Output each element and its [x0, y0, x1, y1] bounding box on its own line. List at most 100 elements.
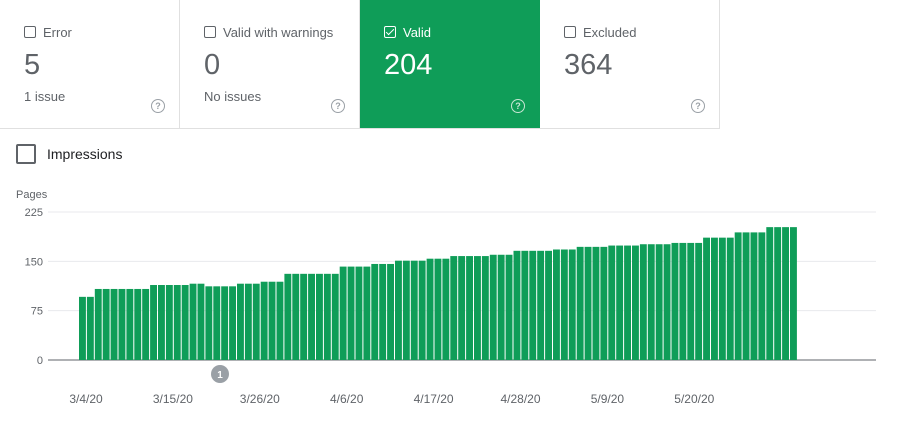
bar: [442, 258, 450, 360]
bar: [726, 237, 734, 360]
valid-checkbox[interactable]: [384, 26, 396, 38]
bar: [110, 288, 118, 360]
bar: [363, 266, 371, 360]
bar: [790, 227, 797, 360]
bar: [616, 245, 624, 360]
status-card-error[interactable]: Error 5 1 issue ?: [0, 0, 180, 128]
status-card-excluded[interactable]: Excluded 364 ?: [540, 0, 720, 128]
help-icon[interactable]: ?: [331, 99, 345, 113]
bar: [703, 237, 710, 360]
y-tick-label: 150: [25, 256, 43, 268]
help-icon[interactable]: ?: [691, 99, 705, 113]
bar: [513, 250, 521, 360]
status-card-valid-with-warnings[interactable]: Valid with warnings 0 No issues ?: [180, 0, 360, 128]
bar: [395, 260, 402, 360]
bar: [205, 286, 213, 360]
bar: [94, 288, 102, 360]
status-card-label: Error: [43, 25, 72, 40]
bar: [316, 273, 323, 360]
status-card-label: Valid with warnings: [223, 25, 334, 40]
help-icon[interactable]: ?: [511, 99, 525, 113]
bar: [608, 245, 616, 360]
bar: [560, 249, 568, 360]
bar: [197, 283, 205, 360]
error-checkbox[interactable]: [24, 26, 36, 38]
bar: [450, 256, 458, 360]
bar: [734, 232, 742, 360]
bar: [695, 242, 703, 360]
excluded-checkbox[interactable]: [564, 26, 576, 38]
status-card-sub: 1 issue: [24, 89, 66, 104]
bar: [537, 250, 545, 360]
bar: [102, 288, 110, 360]
annotation-circle: [211, 365, 229, 383]
bar: [260, 281, 268, 360]
bar: [229, 286, 236, 360]
impressions-checkbox[interactable]: [16, 144, 36, 164]
bar: [276, 281, 284, 360]
bar: [221, 286, 229, 360]
bar: [308, 273, 315, 360]
bar: [553, 249, 560, 360]
status-card-label: Valid: [403, 25, 431, 40]
impressions-toggle[interactable]: Impressions: [16, 144, 122, 164]
bar: [750, 232, 758, 360]
y-axis-title: Pages: [16, 189, 48, 201]
bar: [134, 288, 142, 360]
bar: [718, 237, 726, 360]
valid-with-warnings-checkbox[interactable]: [204, 26, 216, 38]
bar: [679, 242, 687, 360]
bar: [410, 260, 418, 360]
bar: [213, 286, 221, 360]
bar: [323, 273, 331, 360]
bar: [584, 246, 592, 360]
bar: [687, 242, 695, 360]
x-tick-label: 4/6/20: [330, 392, 364, 406]
bar: [434, 258, 442, 360]
bar: [426, 258, 434, 360]
bar: [521, 250, 529, 360]
bar: [711, 237, 718, 360]
bar: [126, 288, 134, 360]
bar: [284, 273, 292, 360]
bar: [600, 246, 608, 360]
bar: [118, 288, 126, 360]
bar: [782, 227, 789, 360]
annotation-label: 1: [217, 370, 223, 381]
bar: [150, 285, 157, 360]
bar: [292, 273, 300, 360]
bar: [474, 256, 481, 360]
x-tick-label: 5/9/20: [591, 392, 625, 406]
bar: [371, 263, 379, 360]
bar: [766, 227, 774, 360]
bar: [189, 283, 197, 360]
status-card-value: 364: [564, 49, 613, 81]
y-tick-label: 75: [31, 306, 43, 318]
annotation-marker[interactable]: 1: [211, 365, 229, 383]
bar: [355, 266, 363, 360]
x-tick-label: 3/15/20: [153, 392, 193, 406]
status-card-value: 5: [24, 49, 41, 81]
x-tick-label: 3/26/20: [240, 392, 280, 406]
y-tick-label: 0: [37, 355, 43, 367]
x-tick-label: 3/4/20: [69, 392, 103, 406]
bar: [268, 281, 276, 360]
x-tick-label: 4/28/20: [500, 392, 540, 406]
bar: [181, 285, 189, 360]
status-card-valid[interactable]: Valid 204 ?: [360, 0, 540, 128]
status-card-label: Excluded: [583, 25, 637, 40]
bar: [418, 260, 426, 360]
bar: [79, 296, 86, 360]
help-icon[interactable]: ?: [151, 99, 165, 113]
bar: [655, 244, 663, 360]
bar: [663, 244, 671, 360]
bar: [173, 285, 181, 360]
bar: [237, 283, 244, 360]
bar: [489, 254, 497, 360]
x-tick-label: 4/17/20: [414, 392, 454, 406]
status-cards: Error 5 1 issue ? Valid with warnings 0 …: [0, 0, 720, 129]
y-tick-label: 225: [25, 207, 43, 219]
bar: [568, 249, 576, 360]
bar: [639, 244, 647, 360]
bar: [481, 256, 489, 360]
